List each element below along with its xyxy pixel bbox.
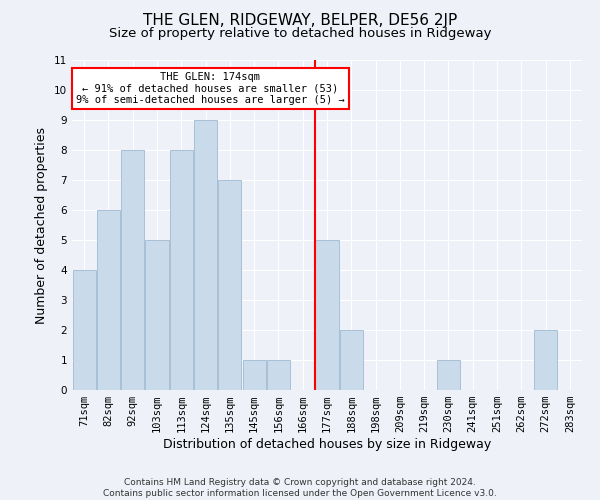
Text: Contains HM Land Registry data © Crown copyright and database right 2024.
Contai: Contains HM Land Registry data © Crown c… xyxy=(103,478,497,498)
Bar xyxy=(242,360,266,390)
X-axis label: Distribution of detached houses by size in Ridgeway: Distribution of detached houses by size … xyxy=(163,438,491,451)
Bar xyxy=(121,150,144,390)
Bar xyxy=(218,180,241,390)
Y-axis label: Number of detached properties: Number of detached properties xyxy=(35,126,49,324)
Bar xyxy=(267,360,290,390)
Bar xyxy=(340,330,363,390)
Bar xyxy=(170,150,193,390)
Text: THE GLEN, RIDGEWAY, BELPER, DE56 2JP: THE GLEN, RIDGEWAY, BELPER, DE56 2JP xyxy=(143,12,457,28)
Text: THE GLEN: 174sqm
← 91% of detached houses are smaller (53)
9% of semi-detached h: THE GLEN: 174sqm ← 91% of detached house… xyxy=(76,72,345,105)
Bar xyxy=(437,360,460,390)
Bar xyxy=(534,330,557,390)
Bar xyxy=(145,240,169,390)
Bar xyxy=(73,270,95,390)
Bar xyxy=(316,240,338,390)
Bar xyxy=(194,120,217,390)
Bar xyxy=(97,210,120,390)
Text: Size of property relative to detached houses in Ridgeway: Size of property relative to detached ho… xyxy=(109,28,491,40)
